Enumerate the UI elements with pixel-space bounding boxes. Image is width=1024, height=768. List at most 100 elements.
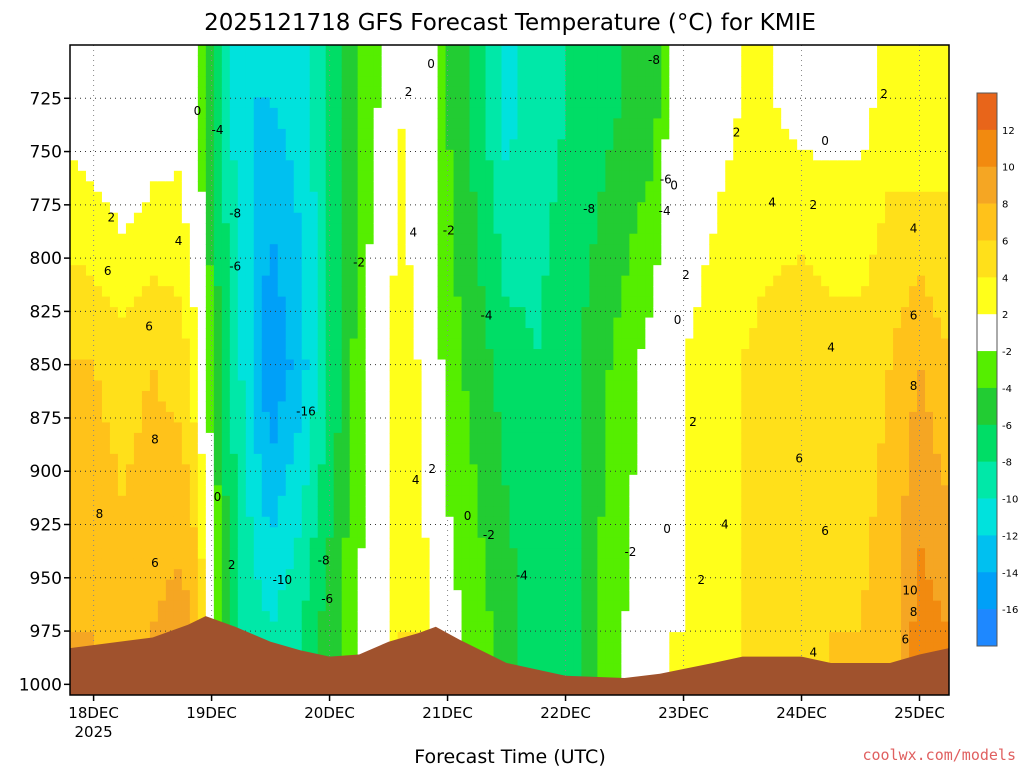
heat-cell	[85, 170, 95, 182]
heat-cell	[189, 317, 199, 329]
heat-cell	[165, 453, 175, 465]
heat-cell	[85, 527, 95, 539]
heat-cell	[237, 600, 247, 612]
heat-cell	[405, 380, 415, 392]
heat-cell	[389, 317, 399, 329]
heat-cell	[205, 55, 215, 67]
heat-cell	[189, 45, 199, 57]
heat-cell	[533, 244, 543, 256]
heat-cell	[437, 307, 447, 319]
heat-cell	[453, 191, 463, 203]
heat-cell	[413, 86, 423, 99]
heat-cell	[405, 244, 415, 256]
heat-cell	[269, 296, 279, 308]
heat-cell	[341, 181, 351, 193]
heat-cell	[653, 86, 662, 99]
heat-cell	[469, 307, 479, 319]
heat-cell	[357, 233, 367, 245]
heat-cell	[549, 611, 559, 623]
heat-cell	[245, 286, 255, 298]
heat-cell	[221, 65, 231, 78]
heat-cell	[453, 537, 463, 549]
heat-cell	[285, 537, 295, 549]
heat-cell	[413, 338, 423, 350]
heat-cell	[613, 212, 622, 224]
heat-cell	[621, 548, 630, 560]
heat-cell	[621, 338, 630, 350]
heat-cell	[133, 233, 143, 245]
heat-cell	[669, 338, 678, 350]
heat-cell	[677, 139, 686, 151]
heat-cell	[365, 537, 375, 549]
heat-cell	[117, 254, 127, 266]
heat-cell	[293, 537, 303, 549]
heat-cell	[141, 45, 151, 57]
heat-cell	[549, 359, 559, 371]
heat-cell	[301, 485, 311, 497]
heat-cell	[341, 548, 351, 560]
heat-cell	[237, 181, 247, 193]
heat-cell	[477, 370, 487, 382]
heat-cell	[213, 380, 223, 392]
heat-cell	[493, 548, 503, 560]
heat-cell	[693, 653, 702, 665]
heat-cell	[165, 349, 175, 361]
heat-cell	[589, 181, 598, 193]
heat-cell	[509, 45, 519, 57]
heat-cell	[213, 233, 223, 245]
heat-cell	[277, 474, 287, 486]
heat-cell	[429, 181, 439, 193]
heat-cell	[317, 254, 327, 266]
heat-cell	[229, 558, 239, 570]
heat-cell	[173, 579, 183, 591]
heat-cell	[485, 506, 495, 518]
heat-cell	[333, 579, 343, 591]
heat-cell	[509, 590, 519, 602]
heat-cell	[85, 558, 95, 570]
heat-cell	[693, 307, 702, 319]
heat-cell	[661, 139, 670, 151]
heat-cell	[149, 569, 159, 581]
heat-cell	[253, 65, 263, 78]
heat-cell	[293, 390, 303, 403]
heat-cell	[365, 527, 375, 539]
heat-cell	[133, 380, 143, 392]
heat-cell	[469, 76, 479, 88]
heat-cell	[341, 170, 351, 182]
heat-cell	[485, 170, 495, 182]
heat-cell	[629, 370, 638, 382]
heat-cell	[197, 317, 207, 329]
heat-cell	[509, 411, 519, 424]
heat-cell	[669, 663, 678, 675]
heat-cell	[597, 443, 606, 455]
heat-cell	[677, 558, 686, 570]
heat-cell	[541, 296, 551, 308]
heat-cell	[213, 611, 223, 623]
heat-cell	[317, 45, 327, 57]
heat-cell	[509, 307, 519, 319]
heat-cell	[605, 76, 614, 88]
heat-cell	[245, 275, 255, 287]
heat-cell	[373, 495, 383, 507]
heat-cell	[637, 181, 646, 193]
heat-cell	[77, 349, 87, 361]
heat-cell	[533, 76, 543, 88]
heat-cell	[421, 139, 431, 151]
heat-cell	[101, 191, 111, 203]
heat-cell	[629, 45, 638, 57]
heat-cell	[421, 506, 431, 518]
heat-cell	[109, 76, 119, 88]
heat-cell	[573, 233, 583, 245]
heat-cell	[685, 600, 694, 612]
heat-cell	[581, 485, 591, 497]
heat-cell	[405, 265, 415, 277]
heat-cell	[357, 495, 367, 507]
heat-cell	[117, 558, 127, 570]
heat-cell	[317, 181, 327, 193]
heat-cell	[373, 621, 383, 633]
heat-cell	[501, 149, 511, 161]
heat-cell	[533, 432, 543, 444]
heat-cell	[333, 474, 343, 486]
heat-cell	[277, 632, 287, 644]
heat-cell	[213, 223, 223, 235]
